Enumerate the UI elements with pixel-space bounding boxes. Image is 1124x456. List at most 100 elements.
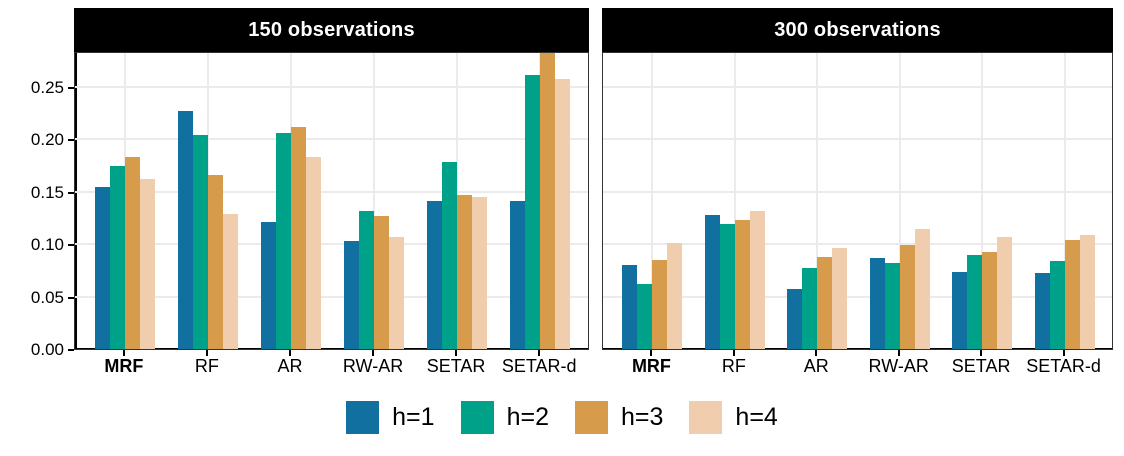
legend-label: h=3 [621,403,664,431]
bar-h=1-SETAR [952,272,968,349]
bar-h=2-SETAR-d [525,75,541,349]
gridline-vertical [733,53,736,349]
bar-h=3-MRF [124,156,140,349]
panel-title: 150 observations [74,8,589,52]
x-tick-label: AR [803,356,829,376]
x-tick-label: MRF [104,356,144,376]
bar-h=2-RF [719,224,735,349]
gridline-horizontal [603,138,1112,141]
y-tick [68,349,74,351]
bar-h=2-MRF [109,166,125,349]
x-tick [455,350,458,356]
bar-h=4-RF [749,210,765,349]
bar-h=1-RF [177,110,193,349]
bar-h=4-SETAR-d [1079,234,1095,349]
gridline-vertical [816,53,819,349]
bar-h=2-SETAR [442,162,458,349]
legend-label: h=1 [392,403,435,431]
gridline-horizontal [75,243,588,246]
bar-h=2-AR [275,132,291,349]
x-tick-label: SETAR [426,356,486,376]
panel-300-observations: 300 observations [602,8,1113,350]
x-tick-label: RW-AR [868,356,929,376]
bar-h=3-SETAR [457,194,473,349]
gridline-vertical [898,53,901,349]
gridline-horizontal [603,295,1112,298]
x-tick [205,350,208,356]
bar-h=1-AR [260,222,276,349]
x-tick-label: RF [194,356,219,376]
bar-h=1-MRF [622,265,638,349]
x-tick [1062,350,1065,356]
x-tick-label: RW-AR [342,356,404,376]
bar-h=3-MRF [652,259,668,349]
bar-h=4-MRF [667,243,683,349]
y-tick-label: 0.10 [30,235,64,255]
bar-h=1-MRF [94,187,110,349]
bar-h=3-RW-AR [374,215,390,349]
bar-h=2-MRF [637,283,653,349]
x-tick [122,350,125,356]
bar-h=2-SETAR-d [1049,260,1065,349]
bar-h=1-SETAR-d [510,201,526,349]
x-axis-line [75,347,588,349]
bar-h=1-SETAR [427,201,443,349]
bar-h=4-AR [832,248,848,349]
bar-h=4-RW-AR [389,236,405,349]
bar-h=1-SETAR-d [1034,273,1050,349]
bar-h=1-RW-AR [869,257,885,349]
bar-h=1-AR [787,289,803,349]
y-tick [68,139,74,142]
panel-title: 300 observations [602,8,1113,52]
bar-h=3-RF [734,219,750,349]
bar-h=3-RF [207,174,223,349]
x-tick [538,350,541,356]
x-tick [288,350,291,356]
bar-h=2-AR [802,268,818,349]
gridline-vertical [373,53,376,349]
legend-swatch [460,401,494,434]
legend-label: h=4 [735,403,778,431]
y-tick-label: 0.20 [30,130,64,150]
x-tick [897,350,900,356]
x-tick-label: MRF [631,356,671,376]
y-tick [68,86,74,89]
bar-h=3-RW-AR [899,245,915,349]
plot-area [602,52,1113,350]
bar-h=2-SETAR [967,254,983,349]
bar-h=2-RW-AR [884,262,900,349]
bar-h=3-SETAR-d [1064,239,1080,349]
bar-h=2-RW-AR [359,210,375,349]
gridline-vertical [981,53,984,349]
legend-swatch [575,401,608,434]
x-tick [372,350,375,356]
legend-swatch [346,401,380,434]
y-tick-label: 0.05 [30,287,64,307]
x-tick [815,350,818,356]
y-tick-label: 0.25 [30,77,64,97]
bar-h=3-SETAR [982,252,998,349]
bar-h=3-AR [817,256,833,349]
legend-label: h=2 [506,403,549,431]
y-tick [68,296,74,299]
x-tick-label: SETAR-d [501,356,577,376]
bar-h=4-SETAR [472,196,488,349]
x-tick-label: AR [277,356,303,376]
legend-item: h=3 [575,401,663,434]
bar-h=4-RW-AR [914,229,930,349]
legend-item: h=4 [689,401,778,434]
y-tick-label: 0.15 [30,182,64,202]
bar-h=3-AR [290,126,306,349]
gridline-horizontal [603,190,1112,193]
legend-item: h=1 [346,401,435,434]
x-axis-line [603,347,1112,349]
legend: h=1 h=2 h=3 h=4 [0,401,1124,434]
x-tick-label: SETAR-d [1026,356,1101,376]
gridline-horizontal [603,243,1112,246]
y-axis: 0.00 0.05 0.10 0.15 0.20 0.25 [0,52,74,359]
x-tick [650,350,653,356]
bar-h=3-SETAR-d [540,53,556,349]
gridline-vertical [651,53,654,349]
bar-h=2-RF [192,134,208,349]
legend-swatch [689,401,723,434]
